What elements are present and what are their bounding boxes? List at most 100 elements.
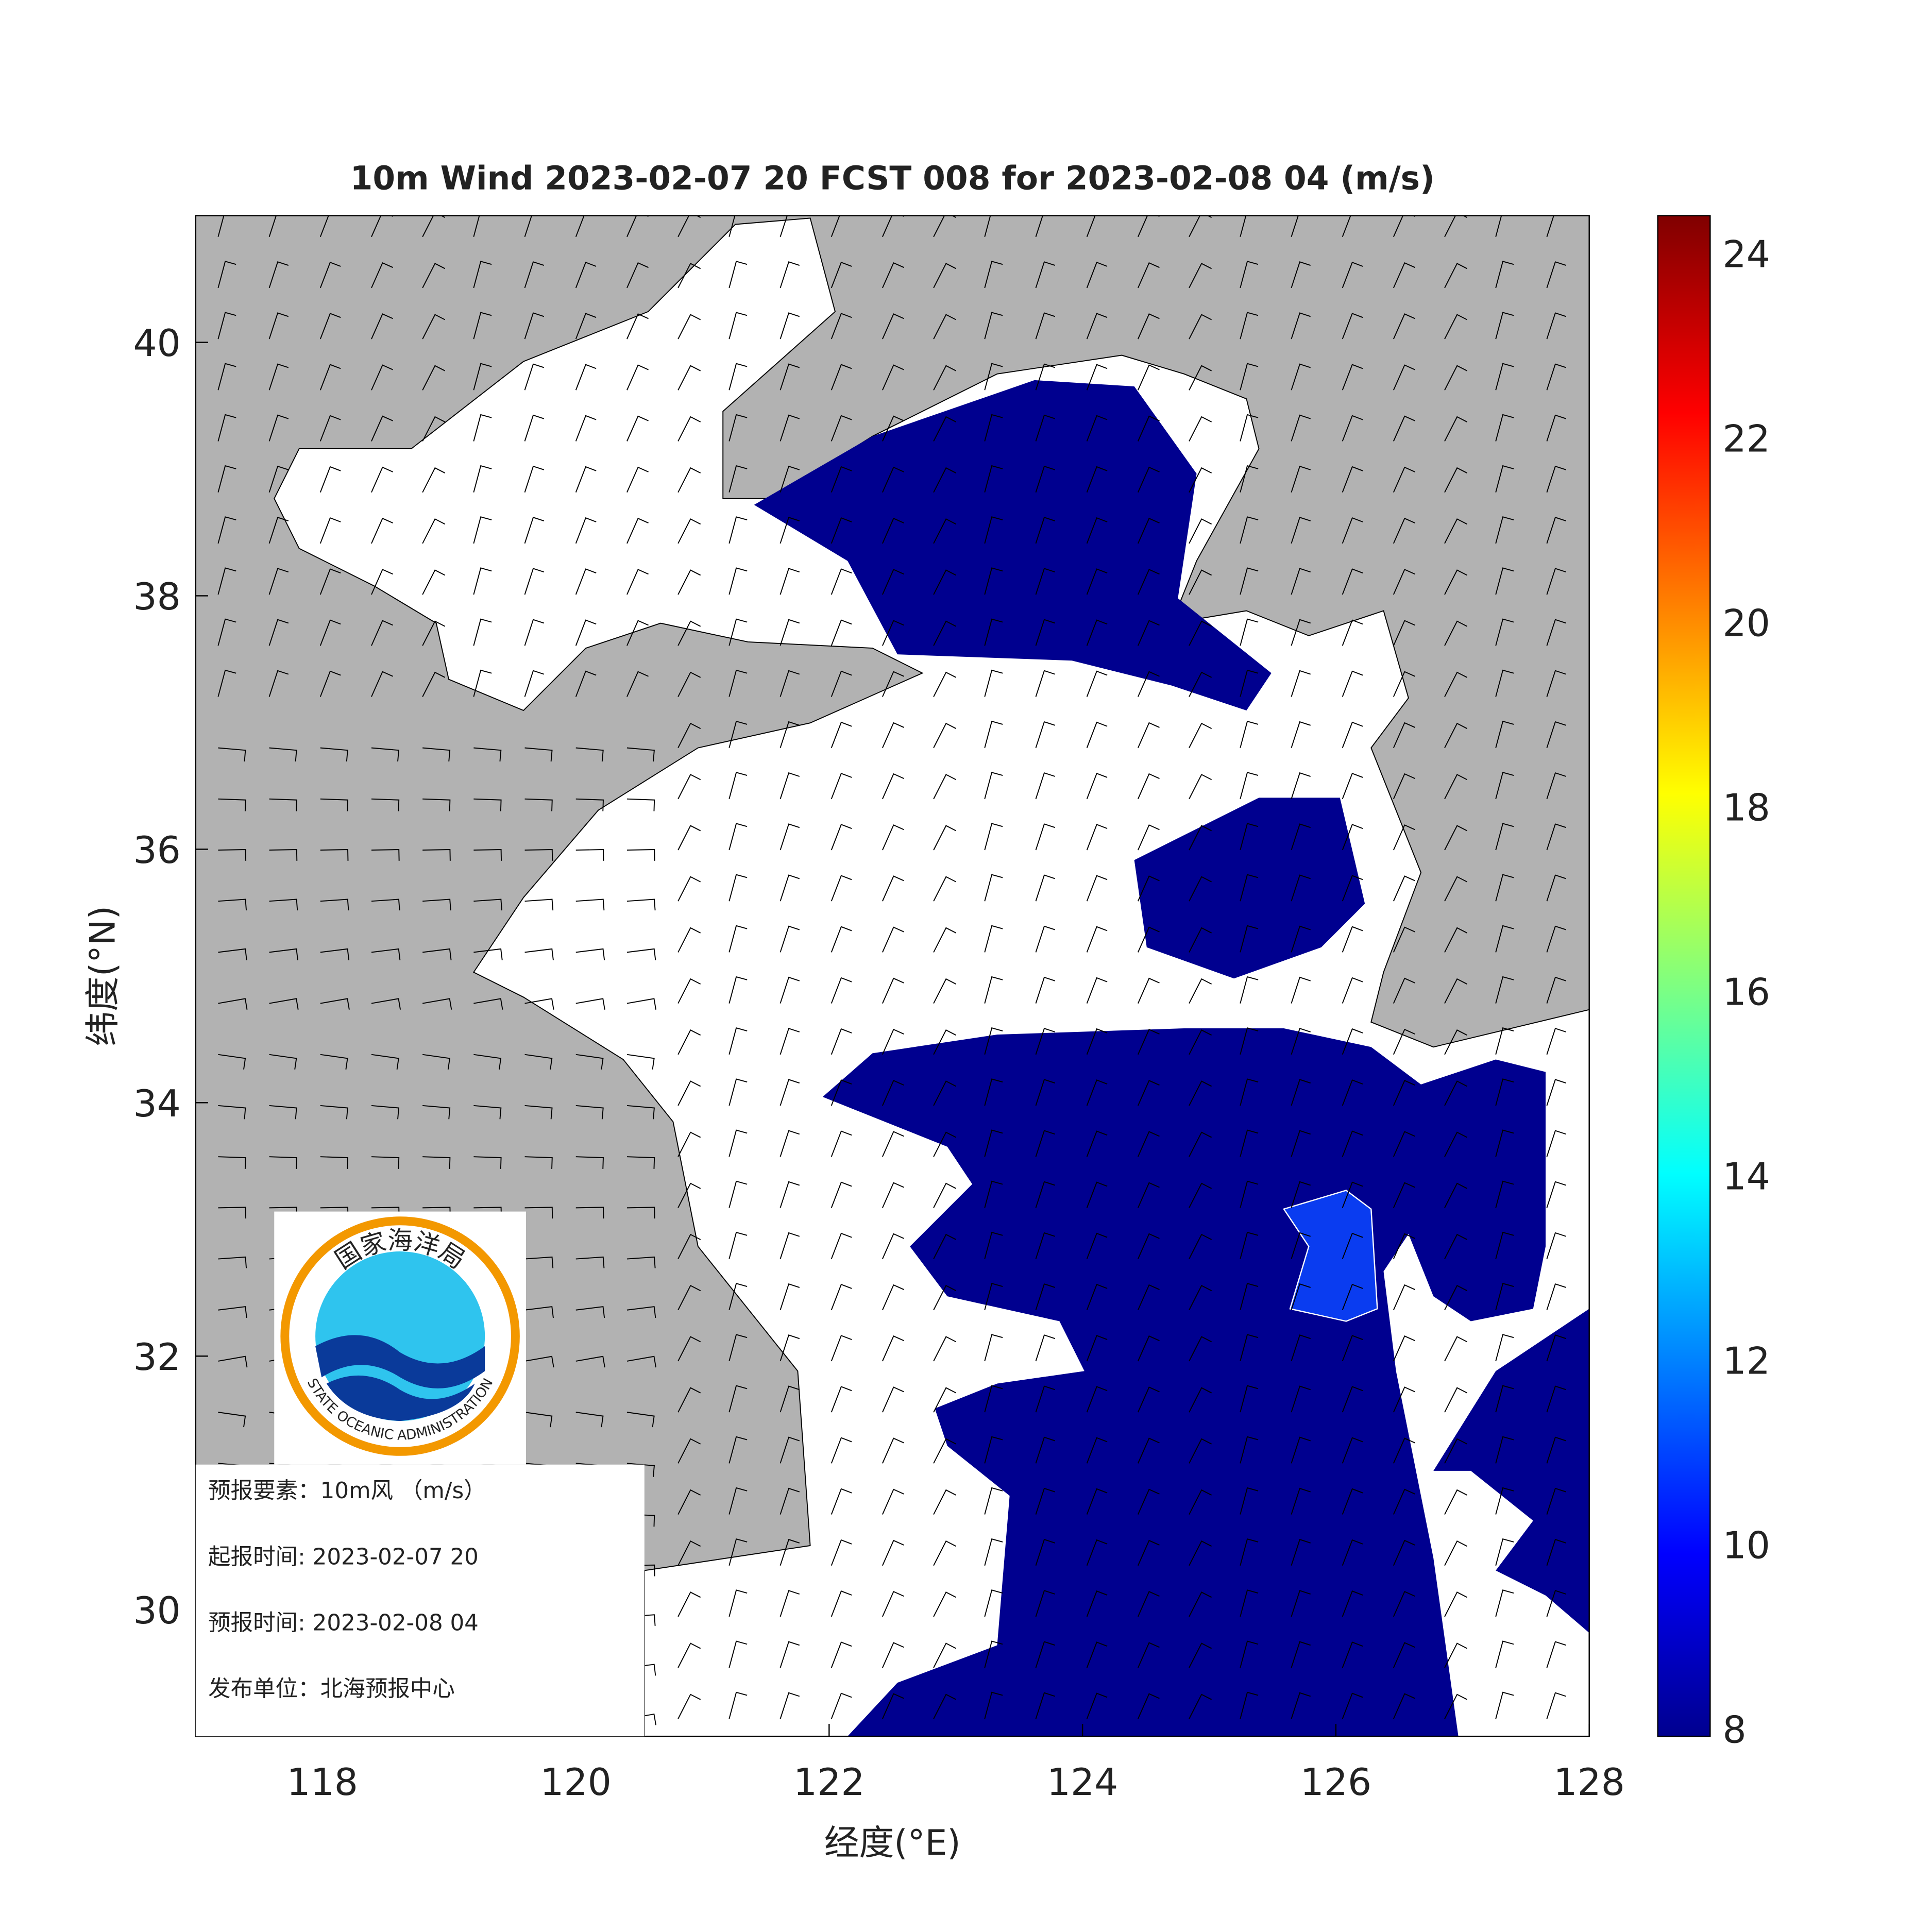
wind-barb [371,569,393,595]
wind-barb [728,363,748,391]
wind-barb [984,1334,1003,1362]
wind-barb [473,465,492,493]
wind-barb [1086,313,1108,340]
wind-barb [320,948,350,960]
wind-barb [984,772,1003,800]
wind-barb [473,849,502,861]
wind-barb [984,1385,1003,1413]
wind-barb [831,670,852,697]
wind-barb [1240,976,1259,1004]
wind-barb [882,1590,904,1617]
wind-barb [1342,1181,1363,1208]
wind-barb [1240,1283,1259,1310]
wind-barb [831,215,852,238]
wind-barb [1189,1233,1212,1259]
wind-barb [1393,569,1415,595]
wind-barb [1342,262,1363,289]
wind-barb [1444,1489,1468,1515]
wind-barb [1240,1180,1259,1208]
wind-barb [217,215,225,237]
wind-barb [1035,215,1043,237]
wind-barb [779,1027,800,1055]
wind-barb [217,363,236,391]
wind-barb [1240,1589,1259,1617]
wind-barb [677,1387,701,1413]
wind-barb [1444,1642,1468,1668]
wind-barb [217,414,236,442]
wind-barb [779,568,800,595]
wind-barb [677,722,701,749]
wind-barb [1137,722,1160,749]
wind-barb [1342,977,1363,1004]
wind-barb [1035,1590,1056,1617]
wind-barb [1393,977,1415,1004]
wind-barb [1495,1078,1514,1106]
wind-barb [882,569,904,595]
wind-barb [1137,1386,1160,1413]
wind-barb [1035,1538,1056,1566]
wind-barb [1240,669,1259,697]
wind-barb [268,465,289,493]
wind-barb [728,1027,748,1055]
wind-barb [473,1156,502,1169]
wind-barb [1495,1180,1514,1208]
wind-barb [933,569,957,595]
wind-barb [933,518,957,544]
wind-barb [1137,1539,1160,1566]
wind-barb [319,415,341,442]
wind-barb [677,314,701,340]
wind-barb [524,215,532,237]
wind-barb [1035,772,1056,800]
wind-barb [1291,517,1311,544]
wind-barb [524,261,545,289]
wind-barb [728,516,748,544]
wind-barb [1240,1436,1259,1464]
wind-barb [1291,1283,1311,1311]
wind-barb [1291,363,1311,391]
wind-barb [371,364,393,391]
wind-barb [1035,1130,1056,1157]
wind-barb [1495,669,1514,697]
wind-barb [1342,1641,1363,1668]
wind-barb [1546,1130,1566,1157]
wind-barb [1393,415,1415,442]
wind-barb [1086,926,1108,953]
wind-barb [1189,1438,1212,1464]
wind-barb [1546,1692,1566,1719]
wind-barb [1444,1285,1468,1311]
wind-barb [677,927,701,953]
wind-barb [831,926,852,953]
wind-barb [779,517,800,544]
wind-barb [1393,1028,1415,1055]
wind-barb [1291,874,1311,902]
wind-barb [1137,466,1160,493]
wind-barb [217,669,236,697]
wind-barb [1189,1336,1212,1362]
wind-barb [626,1355,657,1368]
wind-barb [575,798,604,811]
wind-barb [984,874,1003,902]
wind-barb [779,215,788,237]
wind-barb [1035,619,1056,646]
wind-barb [882,364,904,391]
wind-barb [984,1078,1003,1106]
wind-barb [933,1285,957,1311]
wind-barb [933,467,957,493]
wind-barb [1444,1540,1468,1566]
wind-barb [1035,1181,1056,1208]
wind-barb [268,568,289,595]
wind-barb [1086,1437,1108,1464]
wind-barb [1291,414,1311,442]
wind-barb [779,414,800,442]
wind-barb [319,364,341,391]
wind-barb [1189,1387,1212,1413]
wind-barb [779,1079,800,1106]
wind-barb [1291,1590,1311,1617]
wind-barb [575,899,605,911]
wind-barb [1342,1539,1363,1566]
wind-barb [677,774,701,800]
wind-barb [779,823,800,851]
wind-barb [1240,215,1247,237]
wind-barb [575,670,597,697]
wind-barb [933,1080,957,1106]
